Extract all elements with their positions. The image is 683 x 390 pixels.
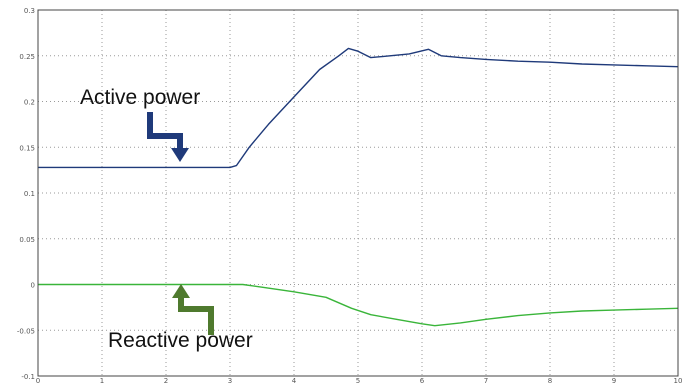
x-tick-label: 10 [674, 377, 683, 385]
reactive-power-arrow [178, 296, 214, 335]
x-tick-label: 5 [356, 377, 360, 385]
x-tick-label: 4 [292, 377, 297, 385]
reactive-power-label: Reactive power [108, 329, 253, 352]
y-tick-label: 0.15 [19, 144, 35, 152]
y-tick-label: 0.1 [24, 190, 35, 198]
x-tick-label: 7 [484, 377, 488, 385]
y-tick-label: 0.2 [24, 99, 35, 107]
active-power-line [38, 47, 679, 169]
y-tick-label: -0.1 [21, 373, 35, 381]
annotations: Active power Reactive power [80, 86, 253, 352]
y-tick-label: -0.05 [17, 327, 35, 335]
x-tick-label: 0 [36, 377, 40, 385]
x-tick-label: 1 [100, 377, 104, 385]
x-tick-label: 6 [420, 377, 425, 385]
plot-frame [37, 9, 679, 377]
series-lines [38, 47, 679, 327]
y-tick-label: 0.05 [19, 236, 35, 244]
x-tick-label: 9 [612, 377, 616, 385]
y-tick-label: 0.25 [19, 53, 35, 61]
y-tick-label: 0 [31, 282, 35, 290]
y-tick-label: 0.3 [24, 7, 35, 15]
x-tick-label: 8 [548, 377, 552, 385]
reactive-power-line [38, 283, 679, 327]
active-power-arrow [147, 112, 183, 150]
grid-lines [38, 10, 678, 376]
x-tick-label: 2 [164, 377, 168, 385]
x-tick-label: 3 [228, 377, 232, 385]
reactive-power-arrowhead [172, 284, 190, 298]
active-power-arrowhead [171, 148, 189, 162]
active-power-label: Active power [80, 86, 200, 109]
tick-labels: 0 1 2 3 4 5 6 7 8 9 10 -0.1 -0.05 0 0.05 0.1 0.15 0.2 0.25… [17, 7, 683, 385]
